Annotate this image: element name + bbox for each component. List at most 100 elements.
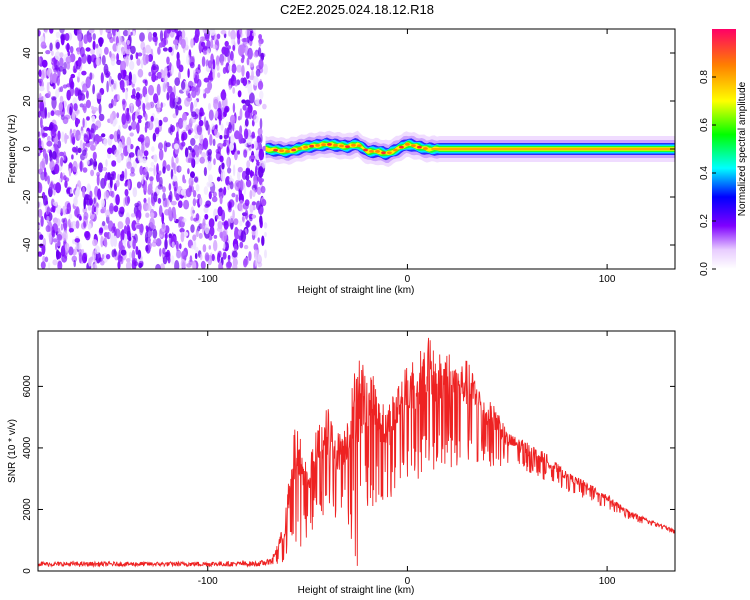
noise-blob xyxy=(121,170,125,178)
noise-blob xyxy=(147,120,154,131)
noise-blob xyxy=(103,225,109,230)
noise-blob xyxy=(209,226,215,237)
noise-blob xyxy=(250,169,253,179)
noise-blob xyxy=(214,128,218,136)
noise-blob xyxy=(78,252,82,264)
noise-blob xyxy=(198,119,204,127)
noise-blob xyxy=(259,99,262,105)
noise-blob xyxy=(113,98,117,107)
noise-blob xyxy=(232,87,236,94)
signal-peak xyxy=(273,148,278,152)
noise-blob xyxy=(237,166,243,173)
noise-blob xyxy=(55,89,60,98)
noise-blob xyxy=(239,125,243,136)
noise-blob xyxy=(235,194,239,203)
noise-blob xyxy=(152,132,157,142)
noise-blob xyxy=(238,199,244,212)
noise-blob xyxy=(246,57,250,66)
noise-blob xyxy=(215,214,219,220)
noise-blob xyxy=(217,206,223,217)
noise-blob xyxy=(230,50,234,61)
noise-blob xyxy=(49,183,54,190)
signal-peak xyxy=(339,144,344,148)
noise-blob xyxy=(111,160,117,167)
noise-blob xyxy=(202,137,209,150)
noise-blob xyxy=(231,63,237,74)
noise-blob xyxy=(75,220,80,229)
noise-blob xyxy=(73,260,76,268)
noise-blob xyxy=(50,110,55,117)
noise-blob xyxy=(233,243,238,252)
noise-blob xyxy=(254,256,258,267)
noise-blob xyxy=(144,136,151,148)
noise-blob xyxy=(243,258,248,268)
noise-blob xyxy=(151,72,157,83)
noise-blob xyxy=(201,56,206,67)
noise-blob xyxy=(258,40,262,47)
noise-blob xyxy=(253,114,259,124)
noise-blob xyxy=(199,133,204,145)
noise-blob xyxy=(51,96,57,101)
noise-blob xyxy=(39,92,42,101)
noise-blob xyxy=(232,250,238,258)
noise-blob xyxy=(223,134,228,140)
noise-blob xyxy=(150,161,155,167)
noise-blob xyxy=(176,131,179,142)
noise-blob xyxy=(49,72,54,85)
noise-blob xyxy=(68,246,74,256)
signal-peak xyxy=(303,145,308,149)
noise-blob xyxy=(87,204,92,211)
noise-blob xyxy=(193,217,198,222)
noise-blob xyxy=(98,103,102,115)
noise-blob xyxy=(69,188,73,194)
noise-blob xyxy=(228,30,231,37)
noise-blob xyxy=(71,111,76,121)
noise-blob xyxy=(106,215,110,224)
noise-blob xyxy=(124,43,127,51)
noise-blob xyxy=(216,226,223,232)
noise-blob xyxy=(51,229,56,238)
noise-blob xyxy=(117,173,121,181)
noise-blob xyxy=(124,182,128,187)
noise-blob xyxy=(216,33,221,40)
noise-blob xyxy=(148,167,154,172)
noise-blob xyxy=(158,119,163,127)
noise-blob xyxy=(124,168,128,180)
noise-blob xyxy=(164,232,168,240)
noise-blob xyxy=(257,127,263,136)
noise-blob xyxy=(43,167,47,178)
noise-blob xyxy=(43,95,47,102)
noise-blob xyxy=(208,191,212,200)
noise-blob xyxy=(175,95,179,103)
noise-blob xyxy=(64,132,68,145)
noise-blob xyxy=(179,228,185,233)
noise-blob xyxy=(181,133,185,142)
noise-blob xyxy=(246,160,251,169)
noise-blob xyxy=(164,66,168,76)
y-tick-label: -20 xyxy=(22,189,33,204)
noise-blob xyxy=(77,147,82,153)
noise-blob xyxy=(217,72,221,78)
noise-blob xyxy=(212,69,215,80)
noise-blob xyxy=(172,44,179,50)
noise-blob xyxy=(89,72,93,81)
noise-blob xyxy=(113,118,118,125)
noise-blob xyxy=(192,261,197,269)
noise-blob xyxy=(243,244,249,250)
noise-blob xyxy=(257,80,264,90)
noise-blob xyxy=(84,231,90,239)
x-tick-label: 0 xyxy=(405,274,411,285)
noise-blob xyxy=(92,106,98,112)
noise-blob xyxy=(82,207,88,214)
y-tick-label: 4000 xyxy=(22,436,33,459)
noise-blob xyxy=(110,79,114,85)
noise-blob xyxy=(116,59,122,66)
spectrogram-ticks: -100 0 100 -40 -20 0 20 40 xyxy=(22,29,675,285)
noise-blob xyxy=(216,64,220,71)
noise-blob xyxy=(227,45,231,50)
noise-blob xyxy=(74,189,79,200)
noise-blob xyxy=(233,218,239,226)
noise-blob xyxy=(228,84,232,91)
